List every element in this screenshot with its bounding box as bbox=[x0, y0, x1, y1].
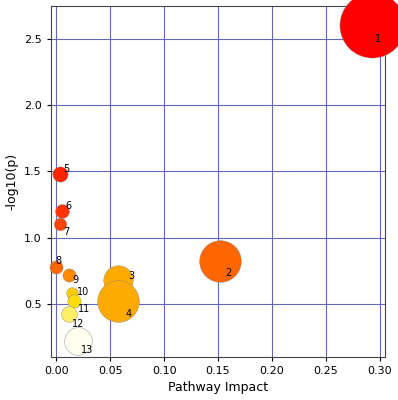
Point bbox=[57, 171, 63, 177]
Text: 7: 7 bbox=[63, 227, 69, 237]
Point bbox=[217, 258, 223, 265]
Point bbox=[66, 311, 72, 318]
Text: 2: 2 bbox=[226, 268, 232, 278]
Text: 8: 8 bbox=[55, 256, 61, 266]
Text: 1: 1 bbox=[375, 34, 382, 44]
Point bbox=[115, 298, 121, 304]
Text: 5: 5 bbox=[63, 164, 69, 174]
Text: 3: 3 bbox=[129, 271, 135, 281]
Text: 9: 9 bbox=[72, 275, 78, 285]
Point bbox=[369, 22, 375, 29]
Text: 12: 12 bbox=[72, 319, 85, 329]
Point bbox=[69, 290, 76, 296]
Point bbox=[57, 221, 63, 228]
Point bbox=[66, 272, 72, 278]
Point bbox=[115, 277, 121, 283]
Text: 10: 10 bbox=[77, 287, 89, 297]
Point bbox=[75, 338, 81, 344]
Text: 4: 4 bbox=[125, 310, 131, 320]
Point bbox=[70, 298, 77, 304]
Text: 6: 6 bbox=[65, 201, 71, 211]
Point bbox=[53, 264, 59, 270]
Point bbox=[59, 208, 65, 214]
Text: 11: 11 bbox=[78, 304, 90, 314]
Y-axis label: -log10(p): -log10(p) bbox=[6, 153, 19, 210]
X-axis label: Pathway Impact: Pathway Impact bbox=[168, 382, 268, 394]
Text: 13: 13 bbox=[81, 345, 93, 355]
